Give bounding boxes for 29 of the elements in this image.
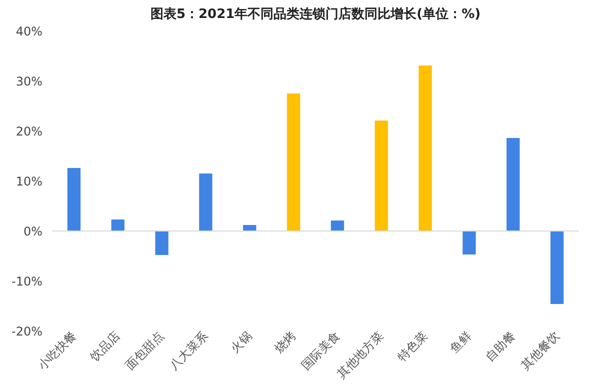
y-tick-label: 40% [16, 24, 42, 38]
bar [330, 220, 344, 231]
x-tick-label: 火锅 [228, 328, 255, 356]
y-tick-label: 20% [16, 124, 42, 138]
x-tick-label: 其他餐饮 [518, 328, 562, 372]
x-tick-label: 自助餐 [482, 328, 518, 364]
x-tick-label: 烧烤 [272, 328, 298, 356]
bar [286, 94, 300, 231]
x-tick-label: 面包甜点 [122, 328, 167, 372]
bar [418, 66, 432, 231]
bar [506, 138, 520, 231]
x-tick-label: 饮品店 [86, 328, 123, 365]
chart-title: 图表5：2021年不同品类连锁门店数同比增长(单位：%) [150, 6, 481, 22]
y-tick-label: -20% [11, 324, 42, 338]
y-tick-label: 30% [16, 74, 42, 88]
bar [374, 120, 388, 231]
bar [243, 225, 256, 231]
y-tick-label: -10% [11, 274, 42, 288]
x-tick-label: 八大菜系 [166, 328, 211, 372]
bar [67, 168, 81, 231]
bar [462, 231, 476, 254]
y-tick-label: 10% [16, 174, 42, 188]
bar [111, 220, 124, 231]
x-tick-label: 特色菜 [394, 328, 430, 364]
bar [199, 174, 212, 231]
bar [155, 231, 168, 255]
x-tick-label: 鱼鲜 [447, 328, 474, 356]
y-tick-label: 0% [23, 224, 42, 238]
bar [550, 231, 564, 304]
